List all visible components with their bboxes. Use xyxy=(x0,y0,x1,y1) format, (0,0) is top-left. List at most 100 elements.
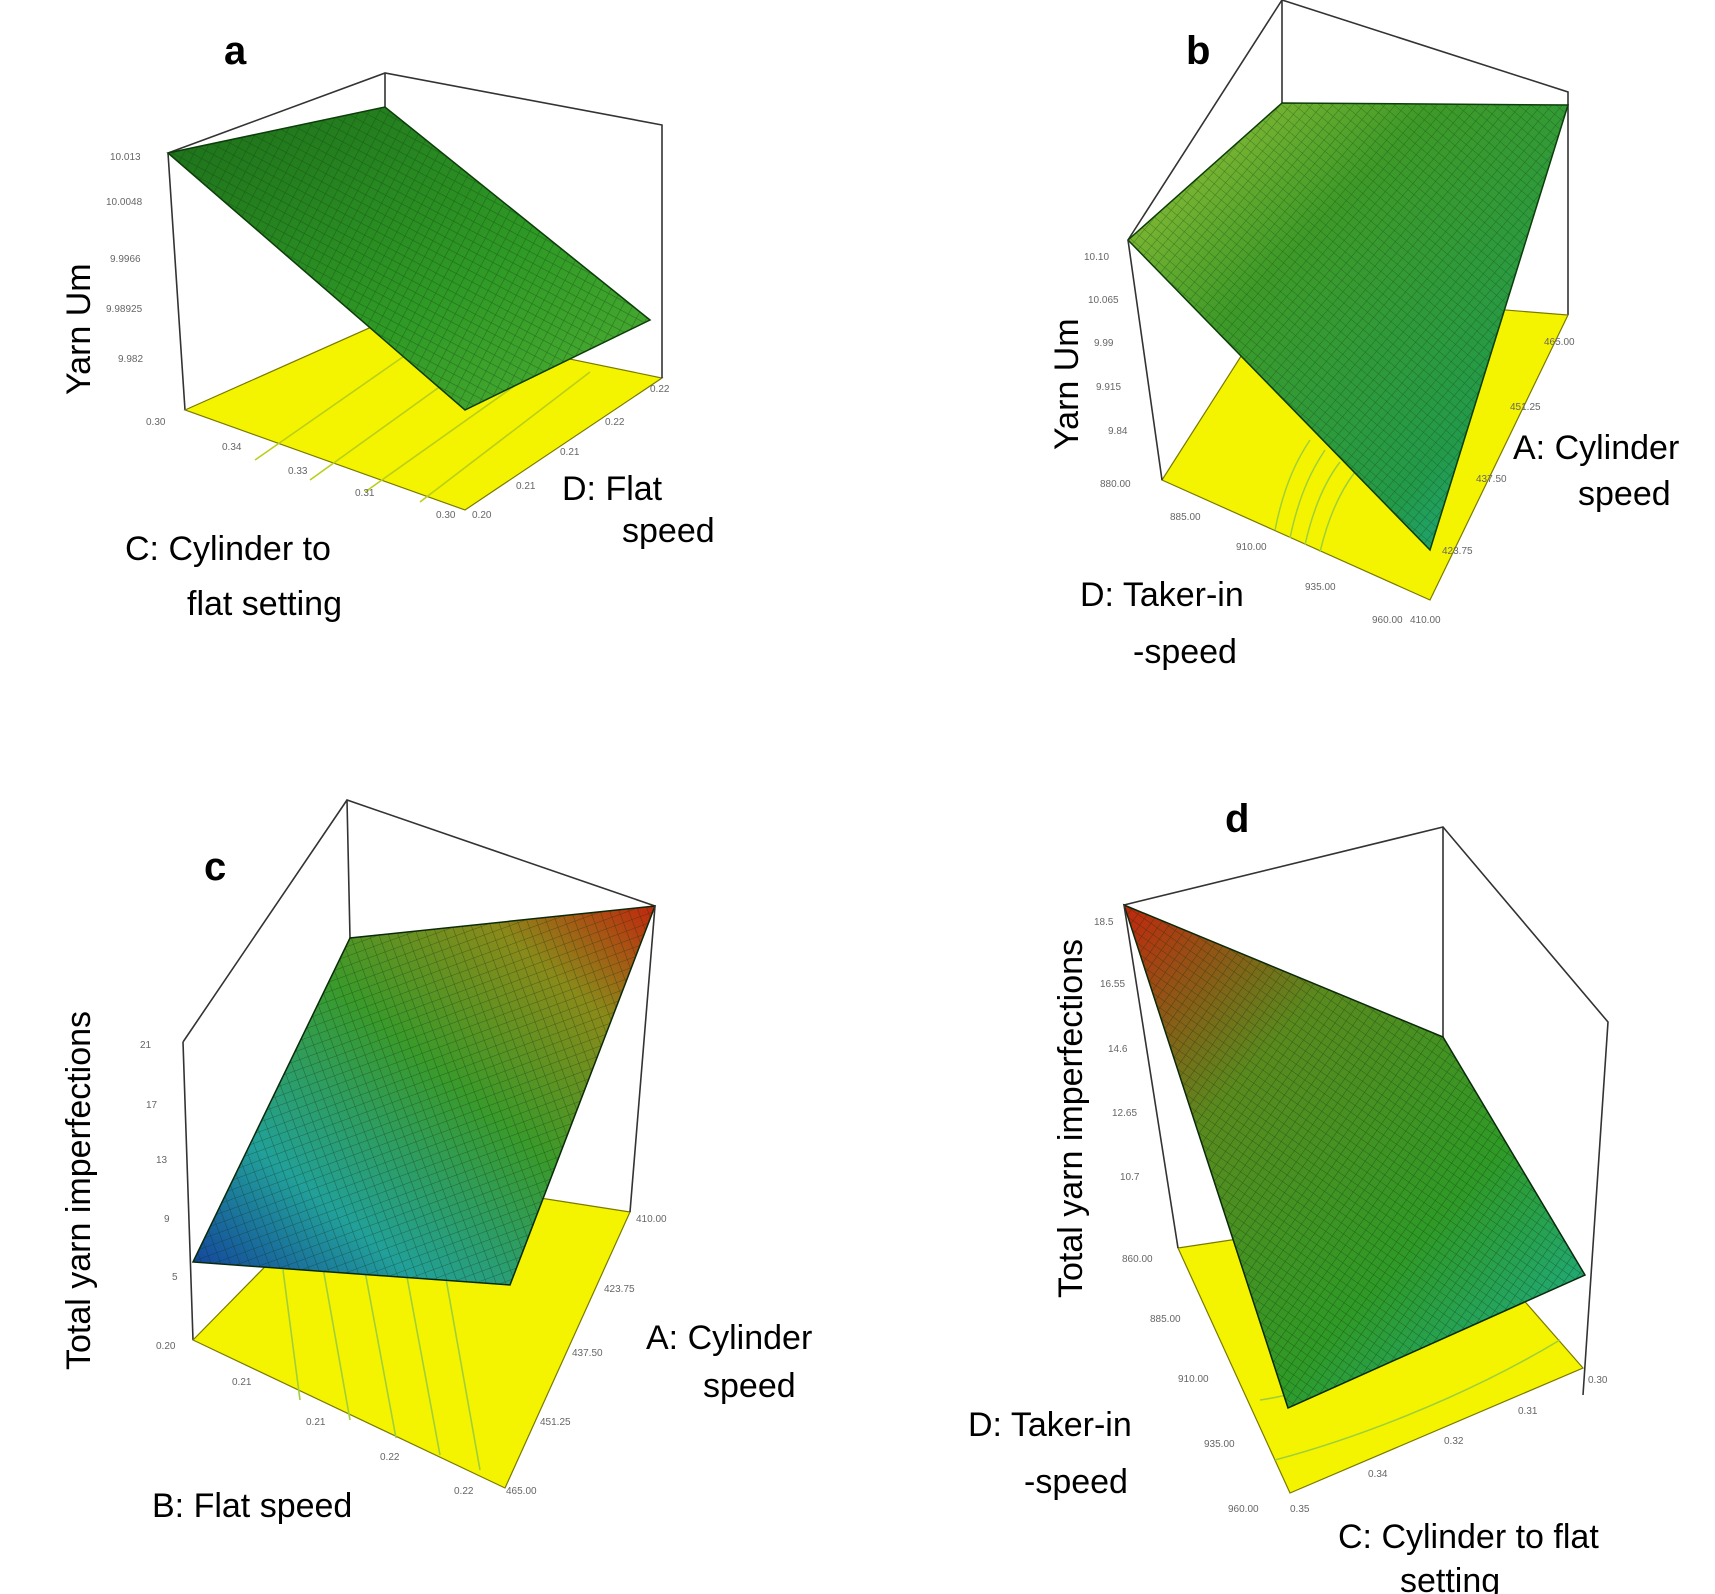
panel-c-surface-mesh xyxy=(193,906,655,1285)
panel-c-x-tick: 0.21 xyxy=(232,1377,252,1388)
panel-c-box-edge-right xyxy=(629,905,656,1213)
panel-d-x-tick: 0.32 xyxy=(1444,1436,1464,1447)
panel-a-x-ticks: 0.30 0.34 0.33 0.31 0.30 xyxy=(146,417,456,521)
panel-a-z-tick: 9.9966 xyxy=(110,254,141,265)
panel-c-y-ticks: 465.00 451.25 437.50 423.75 410.00 xyxy=(506,1214,667,1497)
panel-d-x-tick: 0.35 xyxy=(1290,1504,1310,1515)
panel-c-y-axis-label-line1: A: Cylinder xyxy=(646,1319,812,1357)
panel-d-z-ticks: 18.5 16.55 14.6 12.65 10.7 xyxy=(1094,917,1140,1183)
panel-d-y-axis-label-line1: C: Cylinder to flat xyxy=(1338,1518,1599,1556)
panel-a-y-tick: 0.21 xyxy=(560,447,580,458)
panel-c-y-tick: 423.75 xyxy=(604,1284,635,1295)
panel-c-y-tick: 451.25 xyxy=(540,1417,571,1428)
panel-c-contour-line xyxy=(439,1244,481,1471)
panel-b-z-tick: 10.10 xyxy=(1084,252,1109,263)
panel-b-y-tick: 437.50 xyxy=(1476,474,1507,485)
panel-c-box xyxy=(182,799,656,1341)
panel-b-y-tick: 465.00 xyxy=(1544,337,1575,348)
panel-a-surface-mesh xyxy=(168,107,650,410)
panel-a-y-tick: 0.20 xyxy=(472,510,492,521)
panel-b-x-tick: 910.00 xyxy=(1236,542,1267,553)
panel-d-x-axis-label-line2: -speed xyxy=(1024,1463,1128,1501)
panel-b-surface-mesh xyxy=(1128,103,1568,550)
panel-c-z-tick: 5 xyxy=(172,1272,178,1283)
panel-b-x-tick: 960.00 xyxy=(1372,615,1403,626)
panel-c-contour-line xyxy=(321,1261,351,1421)
panel-d-z-tick: 18.5 xyxy=(1094,917,1114,928)
panel-a-z-tick: 10.0048 xyxy=(106,197,143,208)
panel-c-y-tick: 437.50 xyxy=(572,1348,603,1359)
panel-b-z-tick: 9.99 xyxy=(1094,338,1114,349)
panel-d-x-axis-label-line1: D: Taker-in xyxy=(968,1406,1132,1444)
panel-c-z-tick: 13 xyxy=(156,1155,168,1166)
panel-d-z-tick: 14.6 xyxy=(1108,1044,1128,1055)
panel-c-z-tick: 17 xyxy=(146,1100,158,1111)
panel-d-contour-line xyxy=(1274,1339,1561,1461)
panel-d-box xyxy=(1123,826,1609,1396)
panel-a-x-tick: 0.34 xyxy=(222,442,242,453)
panel-c-x-tick: 0.22 xyxy=(454,1486,474,1497)
panel-c: c 21 17 13 9 5 0.20 0.21 0.21 0.22 0.22 xyxy=(60,799,812,1525)
panel-c-y-tick: 410.00 xyxy=(636,1214,667,1225)
panel-c-x-axis-label: B: Flat speed xyxy=(152,1487,352,1525)
panel-b-x-axis-label-line1: D: Taker-in xyxy=(1080,576,1244,614)
panel-d-y-tick: 885.00 xyxy=(1150,1314,1181,1325)
panel-a-x-tick: 0.30 xyxy=(146,417,166,428)
panel-c-contour-line xyxy=(361,1254,397,1439)
panel-d-y-tick: 860.00 xyxy=(1122,1254,1153,1265)
panel-b-contour-line xyxy=(1304,461,1341,546)
panel-a-x-axis-label-line1: C: Cylinder to xyxy=(125,530,331,568)
panel-b-x-tick: 885.00 xyxy=(1170,512,1201,523)
panel-a-y-tick: 0.22 xyxy=(650,384,670,395)
panel-b-x-axis-label-line2: -speed xyxy=(1133,633,1237,671)
panel-d-y-tick: 935.00 xyxy=(1204,1439,1235,1450)
panel-b-y-tick: 451.25 xyxy=(1510,402,1541,413)
panel-c-contour-line xyxy=(282,1269,301,1401)
panel-a-z-ticks: 10.013 10.0048 9.9966 9.98925 9.982 xyxy=(106,152,143,365)
panel-a-y-tick: 0.22 xyxy=(605,417,625,428)
panel-d-y-tick: 960.00 xyxy=(1228,1504,1259,1515)
panel-a-contour-line xyxy=(419,371,591,503)
panel-d-x-tick: 0.34 xyxy=(1368,1469,1388,1480)
panel-a-y-axis-label-line1: D: Flat xyxy=(562,470,663,508)
panel-d-z-tick: 12.65 xyxy=(1112,1108,1137,1119)
panel-a-z-tick: 9.982 xyxy=(118,354,143,365)
panel-c-z-tick: 9 xyxy=(164,1214,170,1225)
panel-b-z-tick: 9.915 xyxy=(1096,382,1121,393)
panel-b-contour-line xyxy=(1289,449,1326,539)
panel-d-z-tick: 10.7 xyxy=(1120,1172,1140,1183)
panel-b-y-tick: 423.75 xyxy=(1442,546,1473,557)
panel-a-y-ticks: 0.20 0.21 0.21 0.22 0.22 xyxy=(472,384,670,521)
panel-d-x-tick: 0.31 xyxy=(1518,1406,1538,1417)
panel-d-z-axis-label: Total yarn imperfections xyxy=(1052,939,1090,1298)
panel-d-surface-mesh xyxy=(1124,905,1585,1408)
panel-c-box-edges xyxy=(182,799,656,1341)
panel-b-z-ticks: 10.10 10.065 9.99 9.915 9.84 xyxy=(1084,252,1128,437)
panel-b-y-tick: 410.00 xyxy=(1410,615,1441,626)
panel-d-y-tick: 910.00 xyxy=(1178,1374,1209,1385)
panel-c-contour-line xyxy=(401,1249,441,1456)
panel-a-contour-line xyxy=(254,351,411,461)
panel-b-z-axis-label: Yarn Um xyxy=(1048,318,1086,450)
panel-a-z-tick: 9.98925 xyxy=(106,304,143,315)
panel-d-box-edges xyxy=(1123,826,1609,1396)
panel-b-y-axis-label-line2: speed xyxy=(1578,475,1671,513)
panel-b-x-tick: 880.00 xyxy=(1100,479,1131,490)
panel-a-x-axis-label-line2: flat setting xyxy=(187,585,342,623)
panel-c-x-ticks: 0.20 0.21 0.21 0.22 0.22 xyxy=(156,1341,474,1497)
panel-d-y-axis-label-line2: setting xyxy=(1400,1562,1500,1594)
panel-b-x-ticks: 880.00 885.00 910.00 935.00 960.00 xyxy=(1100,479,1403,626)
panel-c-y-tick: 465.00 xyxy=(506,1486,537,1497)
panel-b-y-ticks: 410.00 423.75 437.50 451.25 465.00 xyxy=(1410,337,1575,626)
panel-b-x-tick: 935.00 xyxy=(1305,582,1336,593)
panel-b-z-tick: 10.065 xyxy=(1088,295,1119,306)
panel-d: d 18.5 16.55 14.6 12.65 10.7 960.00 935.… xyxy=(968,797,1609,1594)
panel-a-y-axis-label-line2: speed xyxy=(622,512,715,550)
panel-a-letter: a xyxy=(224,29,247,73)
panel-c-x-tick: 0.21 xyxy=(306,1417,326,1428)
panel-c-z-axis-label: Total yarn imperfections xyxy=(60,1011,98,1370)
panel-a-x-tick: 0.31 xyxy=(355,488,375,499)
panel-a-z-tick: 10.013 xyxy=(110,152,141,163)
panel-b-letter: b xyxy=(1186,29,1210,73)
